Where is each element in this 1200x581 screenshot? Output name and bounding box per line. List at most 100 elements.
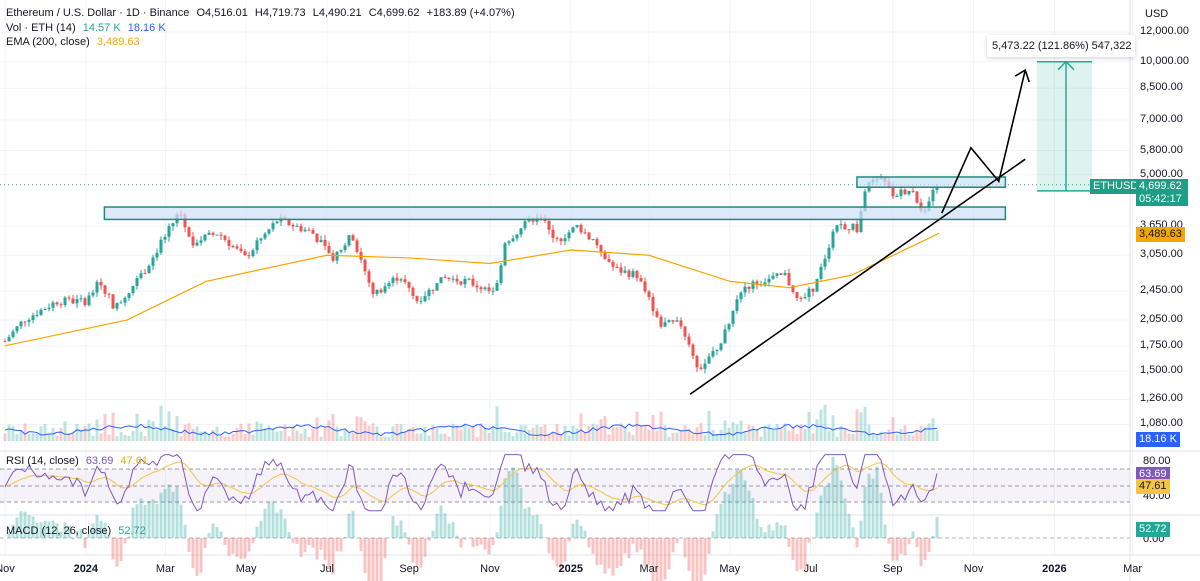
macd-histogram-bar (923, 538, 927, 560)
volume-bar (887, 429, 891, 441)
macd-histogram-bar (851, 527, 855, 538)
candle (7, 337, 11, 342)
macd-histogram-bar (607, 538, 611, 569)
candle (555, 237, 559, 239)
macd-histogram-bar (483, 538, 487, 550)
volume-bar (635, 411, 639, 441)
macd-histogram-bar (567, 538, 571, 542)
volume-bar (935, 430, 939, 441)
candle (643, 281, 647, 292)
macd-histogram-bar (619, 538, 623, 566)
macd-histogram-bar (135, 504, 139, 538)
candle (895, 196, 899, 198)
candle (127, 293, 131, 298)
volume-bar (587, 426, 591, 441)
volume-bar (363, 421, 367, 441)
candle (891, 186, 895, 197)
candle (843, 224, 847, 230)
candle (427, 289, 431, 297)
macd-histogram-bar (459, 538, 463, 548)
volume-bar (567, 435, 571, 441)
macd-histogram-bar (79, 529, 83, 538)
candle (679, 320, 683, 327)
candle (635, 271, 639, 279)
candle (751, 281, 755, 289)
macd-histogram-bar (823, 486, 827, 538)
macd-histogram-bar (455, 535, 459, 538)
macd-histogram-bar (759, 527, 763, 538)
volume-bar (63, 421, 67, 441)
macd-histogram-bar (255, 526, 259, 538)
time-tick: Sep (882, 563, 903, 575)
macd-histogram-bar (51, 520, 55, 538)
volume-bar (19, 430, 23, 441)
symbol-title: Ethereum / U.S. Dollar · 1D · Binance (6, 7, 190, 19)
candle (671, 320, 675, 322)
volume-bar (315, 417, 319, 441)
volume-bar (107, 434, 111, 441)
volume-bar (747, 424, 751, 441)
volume-bar (3, 433, 7, 441)
candle (435, 283, 439, 291)
volume-bar (851, 434, 855, 441)
ohlc-close: C4,699.62 (368, 7, 420, 19)
macd-histogram-bar (719, 503, 723, 538)
candle (715, 349, 719, 352)
ema-label: EMA (200, close) (6, 36, 90, 48)
volume-bar (227, 436, 231, 441)
candle (379, 289, 383, 293)
volume-bar (115, 436, 119, 441)
volume-value: 14.57 K (82, 22, 121, 34)
macd-histogram-bar (503, 478, 507, 538)
candle (627, 270, 631, 277)
volume-bar (871, 433, 875, 441)
macd-histogram-bar (103, 522, 107, 538)
candle (243, 251, 247, 256)
candle (407, 282, 411, 288)
resistance-zone (103, 206, 1007, 221)
macd-histogram-bar (295, 538, 299, 544)
candle (707, 356, 711, 364)
macd-histogram-bar (615, 538, 619, 569)
macd-histogram-bar (251, 538, 255, 544)
ohlc-high: H4,719.73 (254, 7, 306, 19)
candle (255, 240, 259, 251)
volume-bar (131, 431, 135, 441)
candle (183, 214, 187, 228)
volume-bar (547, 435, 551, 441)
volume-bar (835, 436, 839, 441)
macd-histogram-bar (43, 520, 47, 538)
volume-bar (279, 430, 283, 441)
macd-histogram-bar (323, 538, 327, 560)
macd-histogram-bar (519, 488, 523, 538)
candle (47, 307, 51, 310)
candle (263, 233, 267, 239)
candle (647, 291, 651, 297)
volume-bar (715, 433, 719, 441)
macd-histogram-bar (491, 538, 495, 546)
macd-histogram-bar (419, 538, 423, 568)
volume-legend: Vol · ETH (14) 14.57 K 18.16 K (6, 22, 170, 34)
volume-bar (839, 425, 843, 441)
macd-histogram-bar (743, 480, 747, 538)
candle (835, 225, 839, 232)
volume-bar (143, 436, 147, 441)
candle (119, 302, 123, 304)
price-tick: 5,000.00 (1140, 167, 1183, 180)
macd-histogram-bar (99, 520, 103, 538)
macd-histogram-bar (223, 538, 227, 546)
candle (71, 298, 75, 304)
macd-histogram-bar (47, 521, 51, 538)
macd-histogram-bar (199, 538, 203, 573)
volume-bar (515, 432, 519, 441)
macd-histogram-bar (919, 538, 923, 567)
volume-bar (827, 431, 831, 441)
macd-histogram-bar (311, 538, 315, 548)
macd-histogram-bar (915, 538, 919, 547)
volume-bar (719, 429, 723, 441)
volume-bar (367, 425, 371, 441)
price-tick: 12,000.00 (1140, 24, 1189, 37)
macd-histogram-bar (95, 514, 99, 538)
macd-histogram-bar (115, 538, 119, 567)
